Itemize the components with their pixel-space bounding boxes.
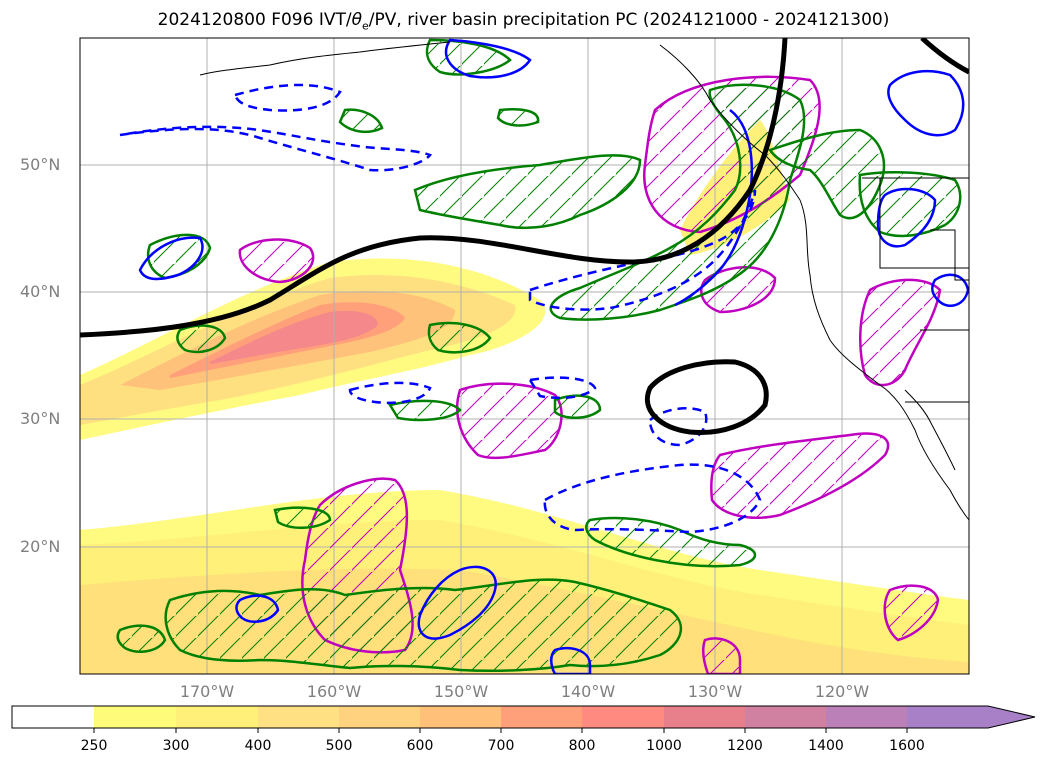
colorbar-tick-500: 500 <box>325 738 353 754</box>
lon-label-130w: 130°W <box>687 682 743 701</box>
plot-frame <box>79 37 970 675</box>
lat-label-30n: 30°N <box>20 409 61 428</box>
colorbar <box>11 705 1036 733</box>
lat-label-20n: 20°N <box>20 537 61 556</box>
colorbar-tick-250: 250 <box>80 738 108 754</box>
lon-label-170w: 170°W <box>179 682 235 701</box>
colorbar-tick-1400: 1400 <box>808 738 844 754</box>
lat-label-50n: 50°N <box>20 155 61 174</box>
lon-label-150w: 150°W <box>433 682 489 701</box>
map-title: 2024120800 F096 IVT/θe/PV, river basin p… <box>157 10 890 33</box>
coastline <box>199 41 969 521</box>
lon-label-160w: 160°W <box>306 682 362 701</box>
colorbar-tick-600: 600 <box>406 738 434 754</box>
colorbar-tick-1000: 1000 <box>646 738 682 754</box>
colorbar-tick-1200: 1200 <box>727 738 763 754</box>
lat-label-40n: 40°N <box>20 282 61 301</box>
lon-label-140w: 140°W <box>560 682 616 701</box>
map-plot-area <box>80 38 969 674</box>
colorbar-tick-1600: 1600 <box>889 738 925 754</box>
precip-pc-positive-contours <box>116 38 962 673</box>
colorbar-tick-800: 800 <box>568 738 596 754</box>
theta-e-contours <box>80 38 969 436</box>
colorbar-tick-700: 700 <box>487 738 515 754</box>
lon-label-120w: 120°W <box>814 682 870 701</box>
colorbar-tick-400: 400 <box>244 738 272 754</box>
pv-dashed-contours <box>119 83 762 534</box>
colorbar-tick-300: 300 <box>162 738 190 754</box>
